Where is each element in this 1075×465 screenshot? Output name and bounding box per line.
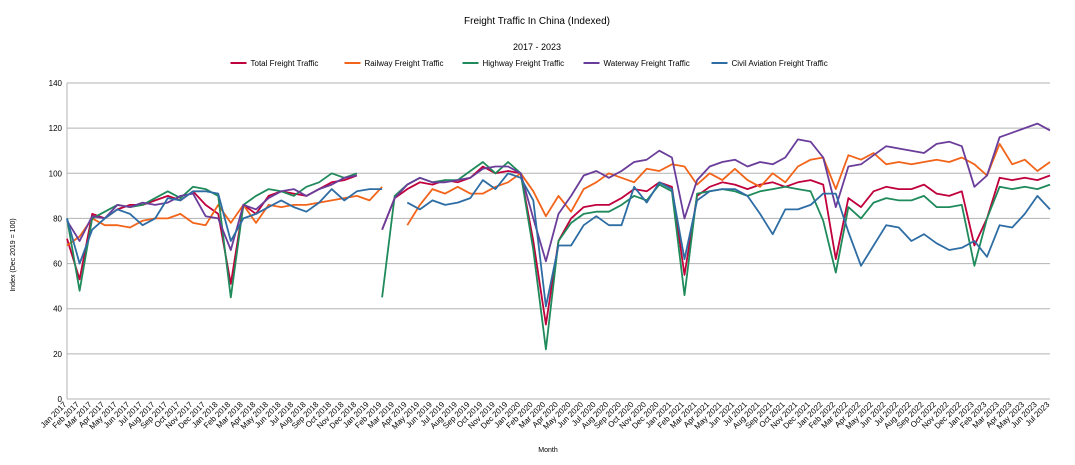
legend: Total Freight Traffic Railway Freight Tra…: [230, 59, 828, 68]
x-axis-title: Month: [538, 447, 558, 454]
y-tick-label: 20: [53, 350, 62, 359]
legend-label: Highway Freight Traffic: [483, 59, 565, 68]
y-tick-label: 80: [53, 214, 62, 223]
chart-title: Freight Traffic In China (Indexed): [464, 16, 610, 27]
y-tick-label: 140: [49, 79, 63, 88]
legend-label: Total Freight Traffic: [251, 59, 319, 68]
series-line-3: [66, 161, 1051, 351]
series-group: [66, 122, 1051, 351]
legend-item: Highway Freight Traffic: [462, 59, 565, 68]
series-line-4: [66, 122, 1051, 263]
chart-subtitle: 2017 - 2023: [513, 42, 561, 52]
legend-item: Total Freight Traffic: [230, 59, 319, 68]
legend-label: Waterway Freight Traffic: [604, 59, 690, 68]
series-line-5: [66, 172, 1051, 308]
legend-item: Civil Aviation Freight Traffic: [711, 59, 828, 68]
y-tick-label: 100: [49, 169, 63, 178]
y-tick-label: 0: [58, 395, 63, 404]
legend-label: Railway Freight Traffic: [365, 59, 444, 68]
y-tick-label: 40: [53, 305, 62, 314]
y-tick-label: 60: [53, 260, 62, 269]
legend-item: Waterway Freight Traffic: [583, 59, 690, 68]
legend-item: Railway Freight Traffic: [344, 59, 444, 68]
y-axis-title: Index (Dec 2019 = 100): [10, 218, 17, 291]
y-tick-label: 120: [49, 124, 63, 133]
legend-label: Civil Aviation Freight Traffic: [732, 59, 828, 68]
